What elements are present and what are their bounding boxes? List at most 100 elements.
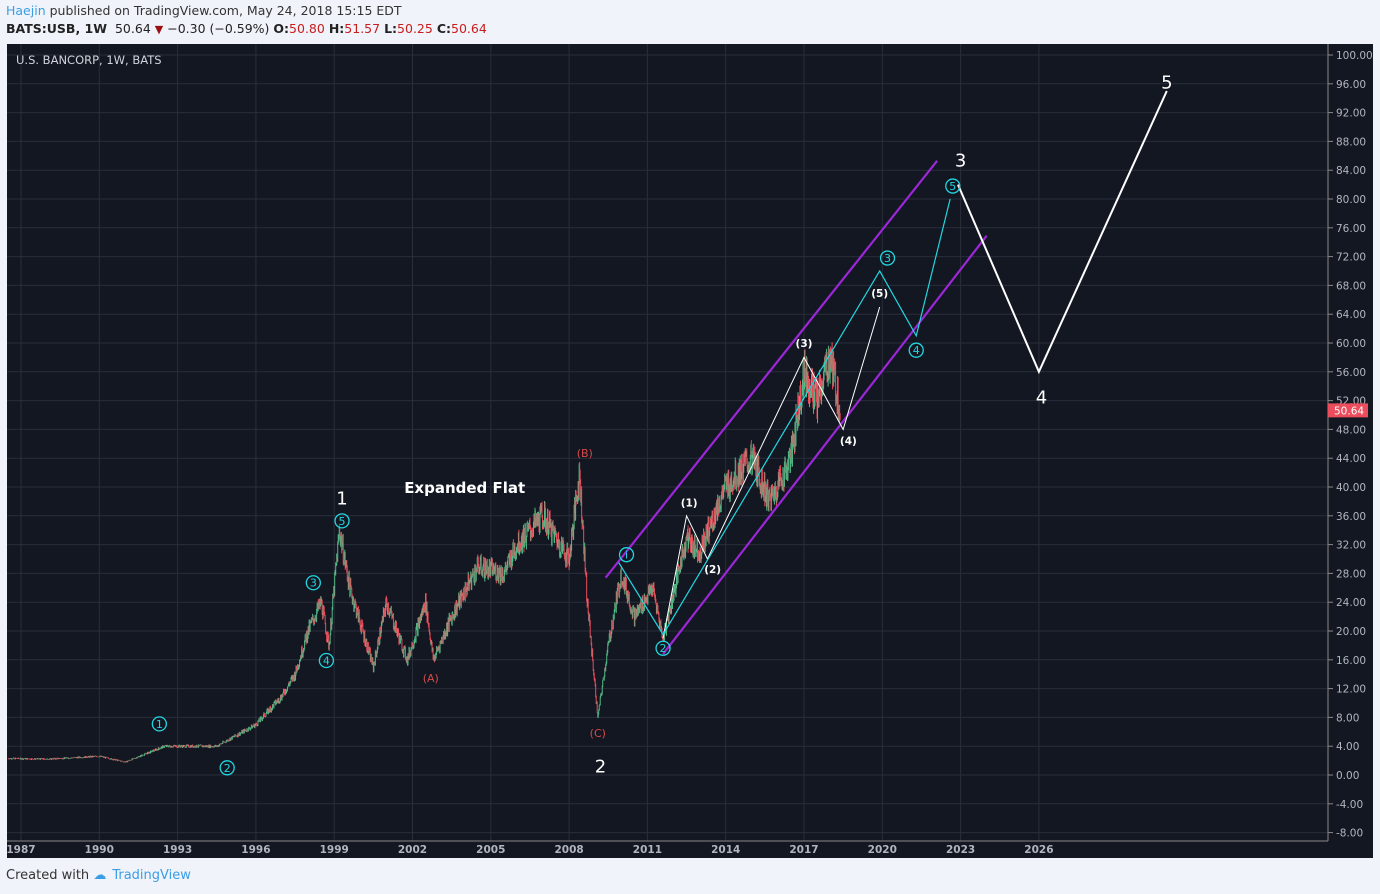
wave-label-big: 2	[595, 756, 606, 777]
time-axis	[7, 841, 1328, 858]
wave-label-circle	[655, 640, 671, 656]
wave-label-circle: 1	[156, 718, 163, 731]
tradingview-link[interactable]: TradingView	[112, 868, 191, 883]
open-value: 50.80	[289, 21, 325, 36]
wave-label-paren: (5)	[871, 288, 888, 300]
y-tick-label: 84.00	[1336, 165, 1366, 177]
y-tick-label: 80.00	[1336, 194, 1366, 206]
wave-label-circle: 4	[323, 654, 330, 667]
y-tick-label: 96.00	[1336, 79, 1366, 91]
wave-path-cyan	[618, 198, 951, 636]
low-label: L:	[384, 21, 398, 36]
wave-label-circle: 5	[339, 515, 346, 528]
y-tick-label: 56.00	[1336, 367, 1366, 379]
wave-label-circle: 4	[913, 344, 920, 357]
chart-title: U.S. BANCORP, 1W, BATS	[16, 53, 162, 67]
y-tick-label: 48.00	[1336, 424, 1366, 436]
wave-label-circle: 2	[224, 762, 231, 775]
y-tick-label: 64.00	[1336, 309, 1366, 321]
publish-text: published on TradingView.com, May 24, 20…	[49, 3, 402, 18]
close-value: 50.64	[451, 21, 487, 36]
y-tick-label: 88.00	[1336, 136, 1366, 148]
wave-label-circle: 5	[949, 180, 956, 193]
y-tick-label: 28.00	[1336, 568, 1366, 580]
x-tick-label: 2002	[398, 844, 427, 856]
y-tick-label: 100.00	[1336, 50, 1373, 62]
wave-label-circle	[908, 342, 924, 358]
wave-label-circle: 3	[310, 577, 317, 590]
y-tick-label: 24.00	[1336, 597, 1366, 609]
y-tick-label: 36.00	[1336, 511, 1366, 523]
y-tick-label: 92.00	[1336, 108, 1366, 120]
y-tick-label: 40.00	[1336, 482, 1366, 494]
x-tick-label: 2023	[946, 844, 975, 856]
wave-label-circle: 3	[884, 252, 891, 265]
y-tick-label: -4.00	[1336, 799, 1363, 811]
footer: Created with ☁ TradingView	[6, 868, 191, 883]
y-tick-label: 32.00	[1336, 540, 1366, 552]
publish-info: Haejin published on TradingView.com, May…	[6, 3, 402, 18]
y-tick-label: 44.00	[1336, 453, 1366, 465]
close-label: C:	[436, 21, 452, 36]
symbol-info: BATS:USB, 1W 50.64 ▼ −0.30 (−0.59%) O:50…	[6, 21, 487, 36]
last-price-tag	[1328, 403, 1368, 418]
x-tick-label: 2005	[476, 844, 505, 856]
wave-label-circle: i	[625, 549, 628, 562]
x-tick-label: 2014	[711, 844, 740, 856]
wave-label-circle	[219, 760, 235, 776]
channel-lower-line	[662, 235, 988, 655]
down-arrow-icon: ▼	[154, 23, 164, 36]
y-tick-label: 8.00	[1336, 712, 1359, 724]
x-tick-label: 2011	[633, 844, 662, 856]
y-tick-label: -8.00	[1336, 828, 1363, 840]
wave-label-red: (B)	[577, 447, 593, 460]
x-tick-label: 1996	[241, 844, 270, 856]
y-tick-label: 72.00	[1336, 252, 1366, 264]
wave-label-note: Expanded Flat	[404, 479, 525, 497]
x-tick-label: 2020	[868, 844, 897, 856]
wave-label-circle	[318, 652, 335, 669]
wave-label-red: (A)	[423, 672, 439, 685]
y-tick-label: 76.00	[1336, 223, 1366, 235]
y-tick-label: 60.00	[1336, 338, 1366, 350]
x-tick-label: 2026	[1024, 844, 1053, 856]
symbol: BATS:USB, 1W	[6, 21, 108, 36]
y-tick-label: 4.00	[1336, 741, 1359, 753]
y-tick-label: 16.00	[1336, 655, 1366, 667]
chart-background	[7, 44, 1373, 858]
high-label: H:	[328, 21, 345, 36]
wave-label-paren: (4)	[840, 436, 857, 448]
wave-label-circle	[879, 250, 896, 266]
low-value: 50.25	[397, 21, 433, 36]
wave-label-circle: 2	[660, 642, 667, 655]
wave-label-big: 4	[1036, 387, 1047, 408]
price-change: −0.30 (−0.59%)	[167, 21, 270, 36]
author-link[interactable]: Haejin	[6, 3, 46, 18]
wave-label-paren: (2)	[704, 564, 721, 576]
wave-label-circle	[945, 178, 961, 194]
x-tick-label: 2017	[789, 844, 818, 856]
wave-label-paren: (3)	[796, 338, 813, 350]
projected-wave-path	[957, 90, 1168, 375]
channel-upper-line	[604, 160, 938, 579]
wave-label-circle	[151, 716, 167, 732]
last-price: 50.64	[114, 21, 151, 36]
x-tick-label: 2008	[554, 844, 583, 856]
created-with: Created with	[6, 868, 90, 883]
wave-label-circle	[618, 547, 635, 563]
wave-label-red: (C)	[590, 727, 606, 740]
x-tick-label: 1987	[6, 844, 35, 856]
tradingview-logo-icon: ☁	[93, 868, 107, 883]
open-label: O:	[273, 21, 290, 36]
y-tick-label: 68.00	[1336, 280, 1366, 292]
y-tick-label: 0.00	[1336, 770, 1359, 782]
last-price-label: 50.64	[1334, 405, 1364, 417]
high-value: 51.57	[344, 21, 381, 36]
wave-label-circle	[305, 575, 321, 591]
y-tick-label: 20.00	[1336, 626, 1366, 638]
wave-label-big: 3	[955, 151, 966, 172]
subwave-path	[662, 306, 881, 639]
wave-label-big: 1	[336, 488, 347, 509]
wave-label-big: 5	[1161, 72, 1172, 93]
